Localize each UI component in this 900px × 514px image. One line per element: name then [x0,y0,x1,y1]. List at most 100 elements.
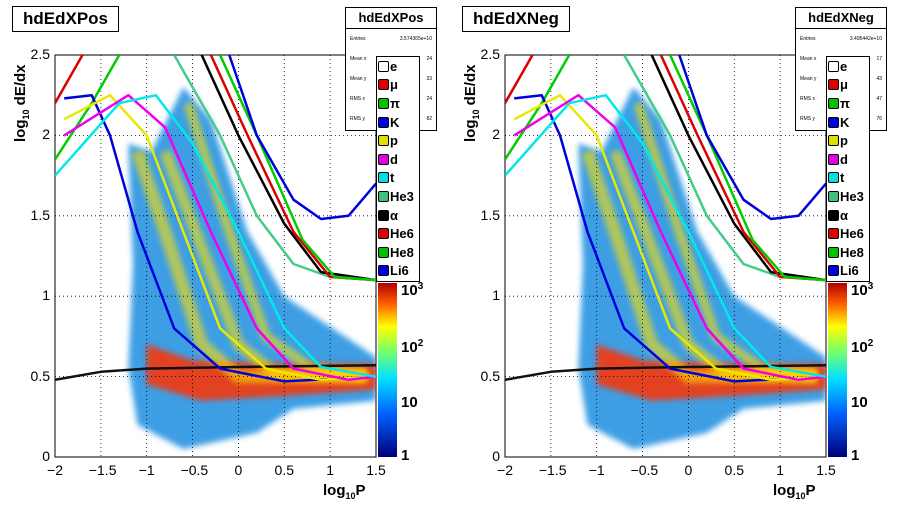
ylabel-sub: 10 [471,109,481,120]
y-tick-label: 2 [492,126,500,143]
y-tick-label: 1.5 [480,206,500,223]
z-tick-base: 10 [851,339,868,356]
chart-title: hdEdXPos [12,6,120,32]
legend-label: π [390,95,400,111]
z-tick-label: 102 [401,338,423,356]
legend-item: He8 [827,243,869,262]
y-tick-label: 1 [42,287,50,304]
ylabel-main: log [12,119,29,143]
z-tick-base: 10 [401,339,418,356]
legend-item: t [377,169,419,188]
stats-label: Mean y [800,76,817,82]
series-line-10 [218,55,376,282]
legend-item: He6 [377,224,419,243]
legend-label: K [390,114,400,130]
legend-marker [378,153,389,165]
stats-value: 43 [876,76,882,82]
z-tick-exponent: 2 [417,338,424,349]
legend-item: α [377,206,419,225]
x-tick-label: −1 [588,462,605,478]
legend-marker [378,190,389,202]
legend-label: d [390,151,398,167]
series-line-1 [55,55,121,161]
series-line-6 [55,93,376,378]
legend-marker [828,172,839,184]
x-axis-label: log10P [773,482,816,501]
chart-panel-neg: −2 −1.5 −1 −0.5 0 0.5 1 1.5 0 0.5 1 1.5 2 2.5 1 10 102 10… [450,0,900,514]
legend-marker [378,79,389,91]
legend-label: t [390,170,395,186]
stats-value: 47 [876,96,882,102]
legend-label: p [840,133,848,149]
z-tick-exponent: 2 [867,338,874,349]
series-line-1 [505,55,571,161]
legend-item: μ [827,76,869,95]
xlabel-main: log [773,482,796,499]
series-line-10 [668,55,826,282]
legend-item: e [827,57,869,76]
y-tick-label: 0 [42,448,50,464]
stats-row: RMS x 24 [346,89,436,109]
z-tick-label: 102 [851,338,873,356]
legend-marker [828,79,839,91]
legend-label: μ [840,77,848,93]
series-line-6 [505,93,826,378]
legend-label: d [840,151,848,167]
series-line-2 [505,55,534,104]
legend-item: K [377,113,419,132]
legend-marker [828,190,839,202]
legend-marker [828,97,839,109]
z-tick-label: 10 [401,394,418,411]
legend-marker [828,265,839,277]
stats-value: 24 [426,56,432,62]
stats-label: Entries [800,36,816,42]
legend-label: p [390,133,398,149]
x-axis-label: log10P [323,482,366,501]
stats-row: RMS y 76 [796,109,886,129]
x-tick-label: −0.5 [180,462,209,478]
legend-label: He3 [840,188,864,204]
x-tick-label: −1 [138,462,155,478]
z-tick-label: 103 [851,281,873,299]
legend-marker [828,209,839,221]
stats-value: 76 [876,116,882,122]
series-line-8 [650,55,826,282]
legend-label: He6 [840,226,864,242]
legend-label: t [840,170,845,186]
color-scale-bar [378,283,397,457]
x-tick-label: −2 [497,462,513,478]
legend-item: π [377,94,419,113]
stats-row: Mean y 43 [796,69,886,89]
stats-value: 24 [426,96,432,102]
stats-value: 3.574365e+10 [399,36,432,42]
x-tick-label: 0 [234,462,243,478]
z-tick-label: 1 [851,447,859,464]
legend-item: t [827,169,869,188]
y-tick-label: 0 [492,448,500,464]
legend-item: Li6 [377,262,419,281]
stats-label: RMS y [800,116,815,122]
y-tick-label: 2 [42,126,50,143]
x-tick-label: 0 [684,462,693,478]
x-tick-label: −1.5 [538,462,567,478]
z-tick-base: 10 [401,394,418,411]
legend-label: He6 [390,226,414,242]
y-tick-label: 0.5 [30,367,50,384]
legend-item: π [827,94,869,113]
legend-label: He3 [390,188,414,204]
legend-item: Li6 [827,262,869,281]
series-line-2 [55,55,84,104]
legend-label: e [390,58,398,74]
legend-item: He3 [377,187,419,206]
stats-value: 33 [426,76,432,82]
y-tick-label: 0.5 [480,367,500,384]
legend-item: α [827,206,869,225]
legend-marker [828,135,839,147]
x-tick-label: −0.5 [630,462,659,478]
legend-label: μ [390,77,398,93]
legend-item: K [827,113,869,132]
x-tick-label: 1 [326,462,335,478]
legend-label: α [390,207,398,223]
legend-marker [828,60,839,72]
stats-label: Entries [350,36,366,42]
